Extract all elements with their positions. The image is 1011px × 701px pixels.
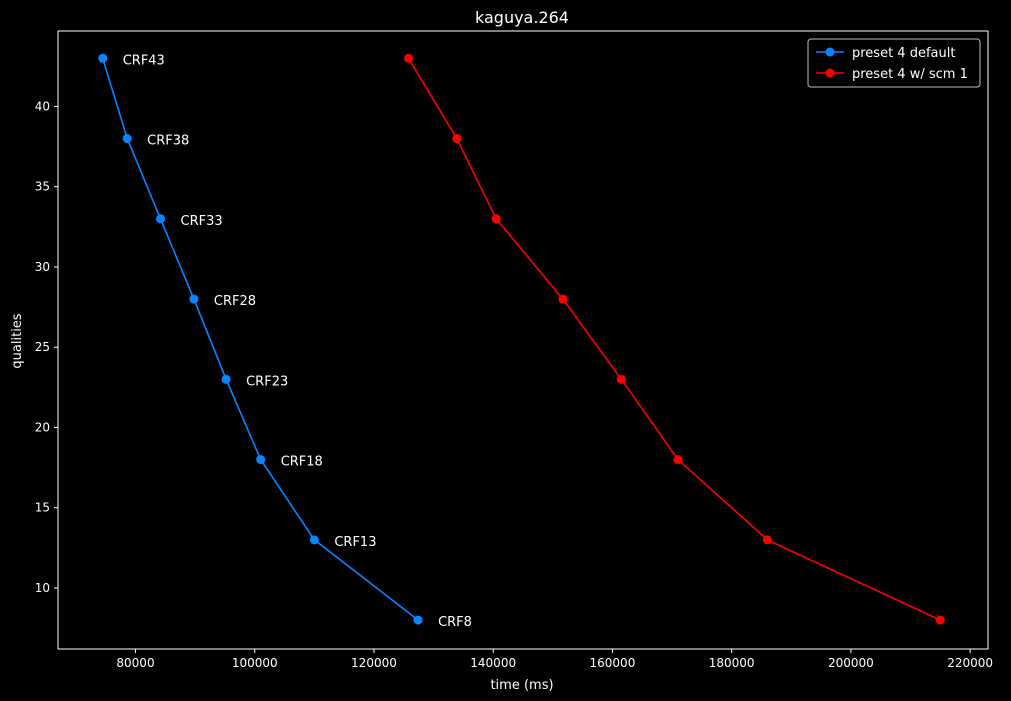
- x-tick-label: 180000: [709, 656, 755, 670]
- legend-marker-swatch: [825, 47, 835, 57]
- y-axis-label: qualities: [10, 313, 25, 368]
- data-point[interactable]: [309, 535, 319, 545]
- data-point[interactable]: [762, 535, 772, 545]
- x-axis-label: time (ms): [490, 678, 553, 693]
- data-point-label: CRF18: [281, 455, 323, 470]
- data-point[interactable]: [616, 374, 626, 384]
- x-tick-label: 120000: [351, 656, 397, 670]
- data-point[interactable]: [413, 615, 423, 625]
- legend[interactable]: preset 4 default preset 4 w/ scm 1: [807, 38, 981, 88]
- chart-title: kaguya.264: [475, 8, 569, 27]
- legend-label: preset 4 w/ scm 1: [852, 67, 968, 82]
- x-tick-label: 220000: [947, 656, 993, 670]
- data-point-label: CRF38: [147, 134, 189, 149]
- y-tick-label: 15: [35, 501, 50, 515]
- x-tick-label: 100000: [232, 656, 278, 670]
- y-tick-label: 25: [35, 340, 50, 354]
- data-point[interactable]: [256, 455, 266, 465]
- data-point-label: CRF13: [334, 535, 376, 550]
- legend-item[interactable]: preset 4 default: [816, 46, 955, 61]
- data-point[interactable]: [221, 374, 231, 384]
- series-line: [407, 57, 941, 621]
- x-tick-label: 80000: [116, 656, 154, 670]
- data-point[interactable]: [558, 294, 568, 304]
- x-tick-label: 140000: [470, 656, 516, 670]
- data-point[interactable]: [935, 615, 945, 625]
- y-tick-label: 40: [35, 99, 50, 113]
- data-point[interactable]: [189, 294, 199, 304]
- x-tick-label: 160000: [590, 656, 636, 670]
- data-point[interactable]: [156, 214, 166, 224]
- data-point[interactable]: [404, 53, 414, 63]
- series-layer: CRF43 CRF38 CRF33 CRF28 CRF23 CRF18 CRF13 CRF8: [98, 53, 945, 630]
- legend-box: [807, 38, 981, 88]
- y-axis-ticks: 10 15 20 25 30 35 40: [35, 99, 58, 595]
- legend-item[interactable]: preset 4 w/ scm 1: [816, 67, 968, 82]
- data-point[interactable]: [673, 455, 683, 465]
- data-point-label: CRF43: [123, 53, 165, 68]
- data-point[interactable]: [452, 134, 462, 144]
- y-tick-label: 35: [35, 180, 50, 194]
- data-point[interactable]: [98, 53, 108, 63]
- series-2: [404, 53, 945, 625]
- data-point-label: CRF8: [438, 615, 472, 630]
- x-axis-ticks: 80000 100000 120000 140000 160000 180000 20000…: [116, 649, 993, 670]
- y-tick-label: 30: [35, 260, 50, 274]
- data-point-label: CRF23: [246, 374, 288, 389]
- plot-area-border: [57, 30, 989, 650]
- series-line: [101, 58, 419, 621]
- series-1: CRF43 CRF38 CRF33 CRF28 CRF23 CRF18 CRF13 CRF8: [98, 53, 472, 630]
- axes-frame: [57, 30, 989, 650]
- data-point-label: CRF28: [214, 294, 256, 309]
- legend-label: preset 4 default: [852, 46, 955, 61]
- legend-marker-swatch: [825, 68, 835, 78]
- y-tick-label: 10: [35, 581, 50, 595]
- x-tick-label: 200000: [828, 656, 874, 670]
- data-point[interactable]: [122, 134, 132, 144]
- data-point-label: CRF33: [181, 214, 223, 229]
- data-point[interactable]: [491, 214, 501, 224]
- y-tick-label: 20: [35, 420, 50, 434]
